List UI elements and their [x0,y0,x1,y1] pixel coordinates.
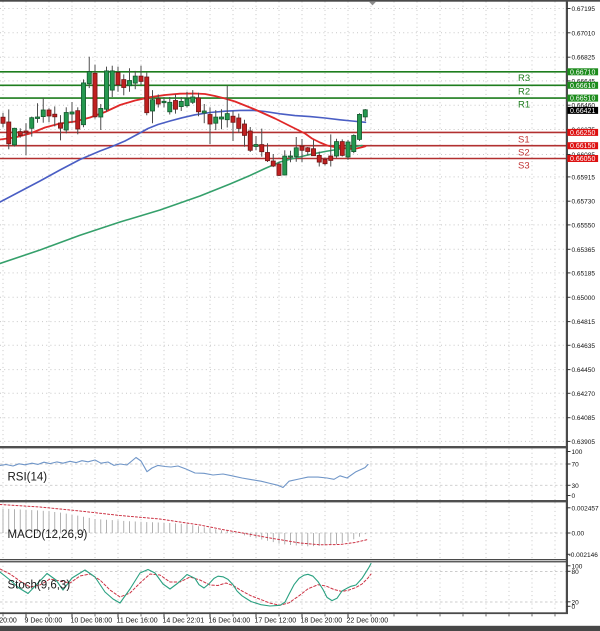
svg-text:18 Dec 20:00: 18 Dec 20:00 [301,617,343,624]
svg-text:0.66510: 0.66510 [570,96,595,103]
svg-text:0.63905: 0.63905 [572,439,596,446]
svg-text:0.64085: 0.64085 [572,415,596,422]
svg-text:11 Dec 16:00: 11 Dec 16:00 [117,617,158,624]
svg-text:70: 70 [572,462,580,469]
svg-text:0.66825: 0.66825 [572,55,596,62]
svg-text:0.64450: 0.64450 [572,367,596,374]
svg-text:Stoch(9,6,3): Stoch(9,6,3) [8,579,71,591]
svg-text:10 Dec 08:00: 10 Dec 08:00 [71,617,113,624]
svg-text:9 Dec 00:00: 9 Dec 00:00 [25,617,63,624]
svg-text:-0.002146: -0.002146 [569,552,599,559]
svg-text:0.65550: 0.65550 [572,222,596,229]
svg-text:0.67010: 0.67010 [572,30,596,37]
svg-text:16 Dec 04:00: 16 Dec 04:00 [209,617,251,624]
svg-text:0.67195: 0.67195 [572,6,596,13]
svg-text:0.64815: 0.64815 [572,319,596,326]
svg-text:30: 30 [572,483,580,490]
svg-text:100: 100 [572,563,583,570]
svg-text:0.00: 0.00 [572,531,585,538]
svg-text:0: 0 [572,604,576,611]
svg-text:S3: S3 [518,161,530,172]
svg-text:0.66610: 0.66610 [570,83,595,90]
svg-text:22 Dec 00:00: 22 Dec 00:00 [347,617,389,624]
svg-text:S1: S1 [518,134,530,145]
svg-text:S2: S2 [518,148,530,159]
svg-text:0: 0 [572,493,576,500]
svg-text:0.66050: 0.66050 [570,156,595,163]
svg-text:0.64635: 0.64635 [572,343,596,350]
svg-text:100: 100 [572,449,583,456]
svg-text:R3: R3 [518,73,530,84]
svg-text:20: 20 [572,599,580,606]
svg-text:R1: R1 [518,100,530,111]
svg-text:17 Dec 12:00: 17 Dec 12:00 [255,617,297,624]
svg-text:0.66250: 0.66250 [570,130,595,137]
svg-text:R2: R2 [518,86,530,97]
svg-text:0.66150: 0.66150 [570,143,595,150]
svg-text:0.65185: 0.65185 [572,270,596,277]
svg-text:0.65365: 0.65365 [572,247,596,254]
svg-text:0.65915: 0.65915 [572,174,596,181]
svg-text:14 Dec 22:01: 14 Dec 22:01 [163,617,205,624]
svg-text:RSI(14): RSI(14) [8,472,48,484]
svg-text:0.65000: 0.65000 [572,295,596,302]
svg-text:0.65730: 0.65730 [572,199,596,206]
svg-text:0.66421: 0.66421 [570,108,595,115]
svg-text:MACD(12,26,9): MACD(12,26,9) [8,529,88,541]
svg-text:80: 80 [572,569,580,576]
svg-text:0.66460: 0.66460 [572,103,596,110]
svg-text:0.64270: 0.64270 [572,391,596,398]
svg-text:0.66710: 0.66710 [570,69,595,76]
svg-text:8 Dec 20:00: 8 Dec 20:00 [0,617,17,624]
svg-text:0.002457: 0.002457 [572,505,599,512]
